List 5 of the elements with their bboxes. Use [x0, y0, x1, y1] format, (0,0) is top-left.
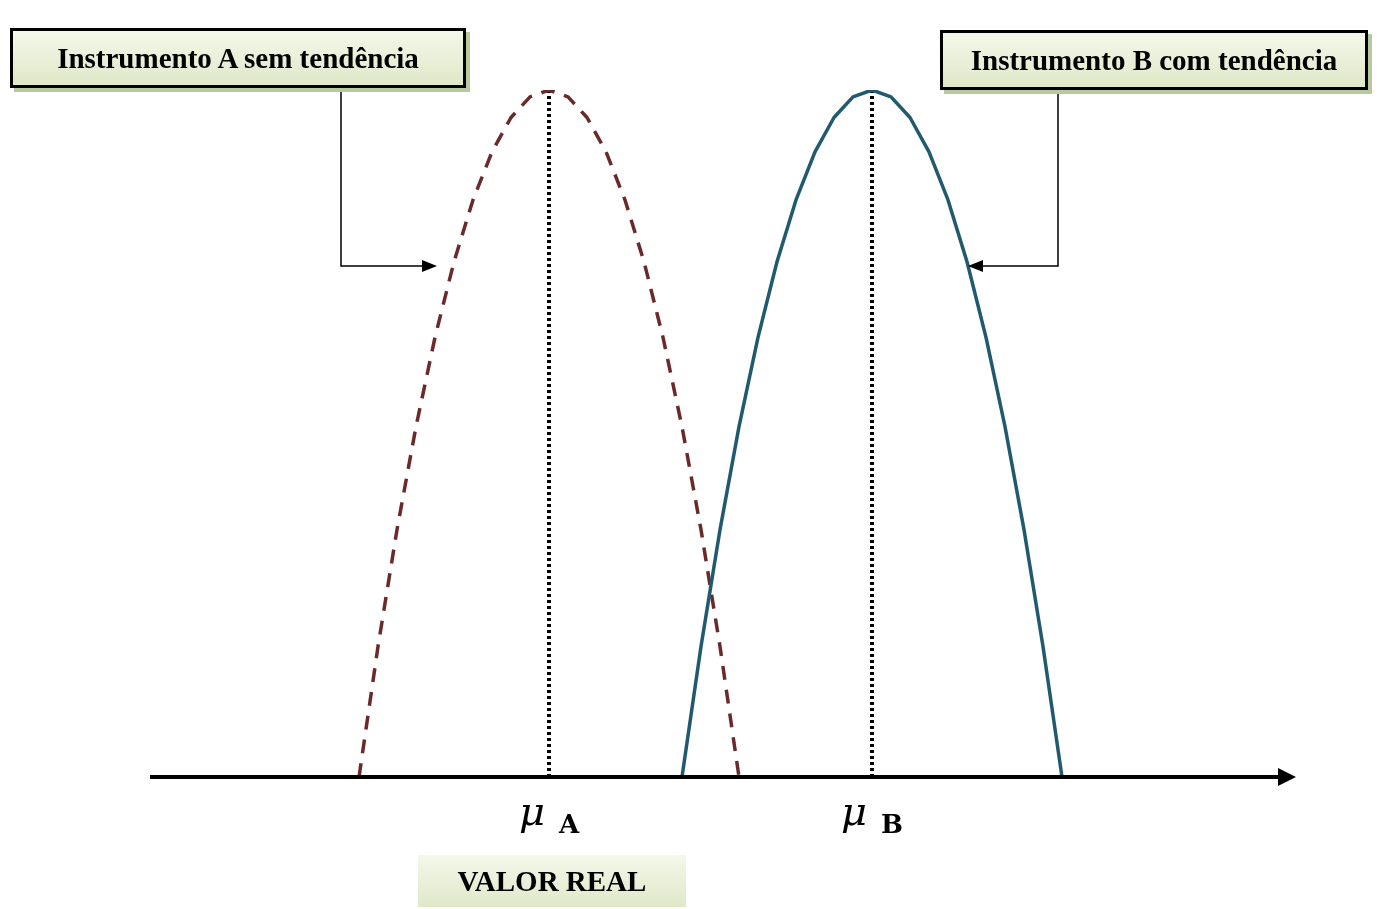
x-tick-label: μ$_{B}$ — [841, 788, 903, 839]
text: Instrumento A sem tendência — [10, 28, 466, 88]
text: VALOR REAL — [418, 855, 686, 907]
text: Instrumento B com tendência — [940, 30, 1368, 90]
x-tick-label: μ$_{A}$ — [518, 788, 580, 839]
